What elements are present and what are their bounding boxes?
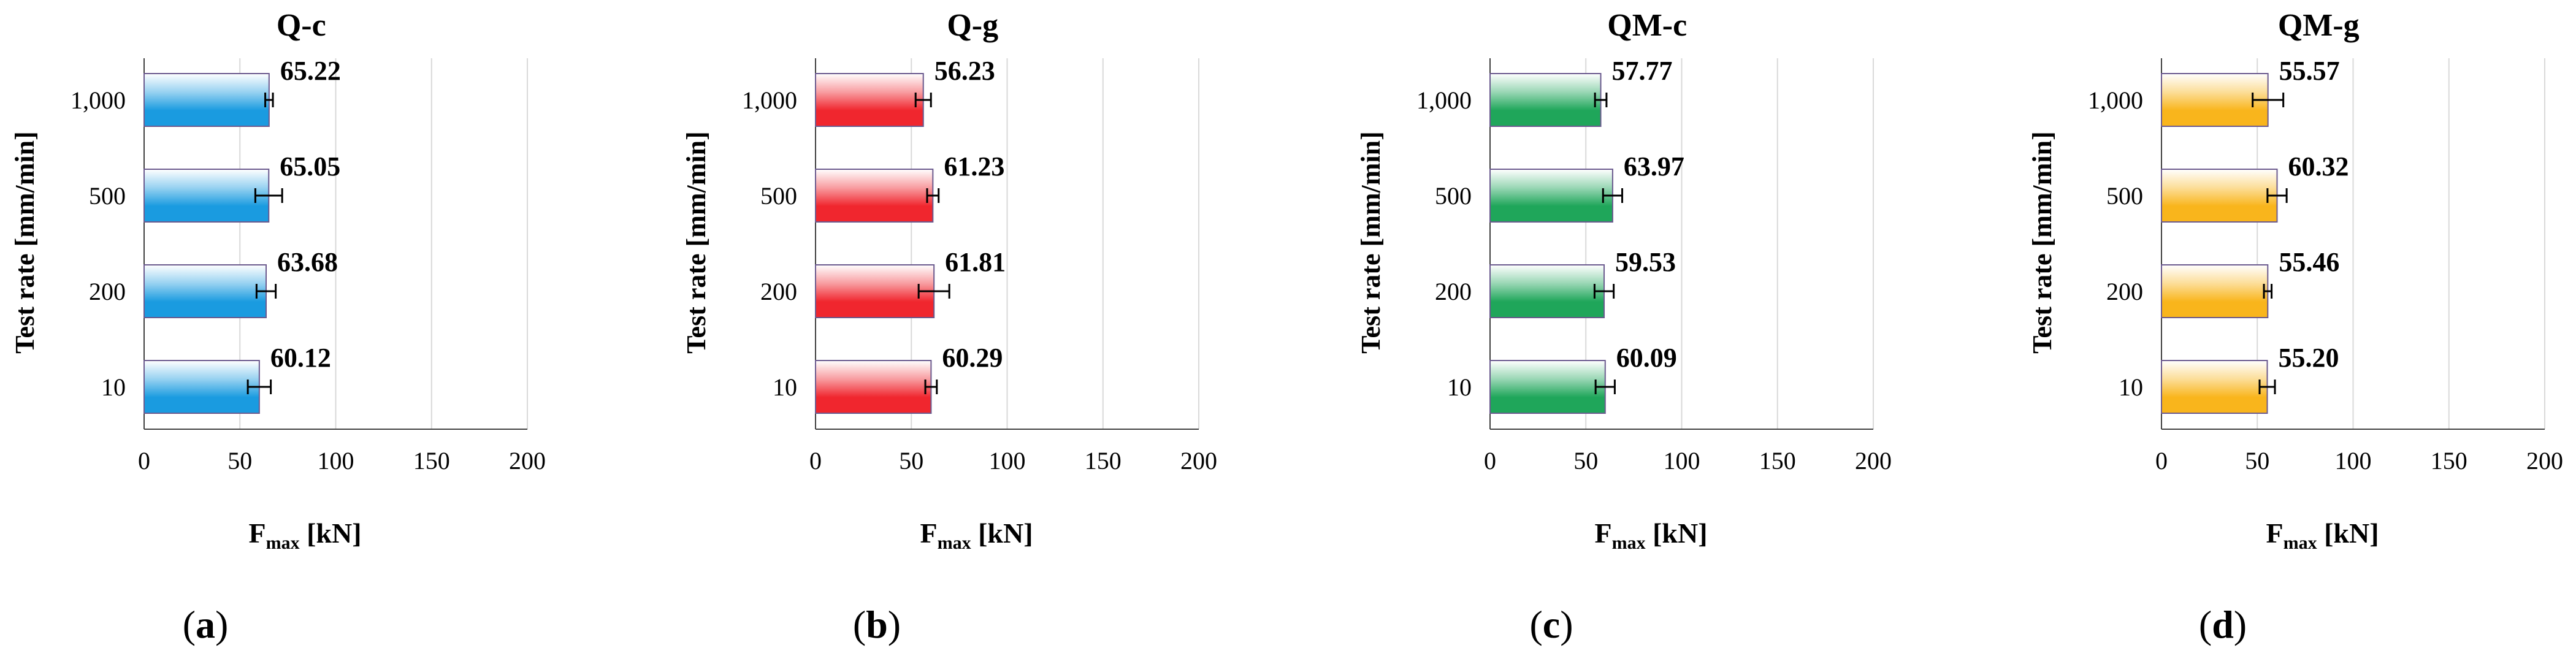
y-tick-label: 1,000 xyxy=(1416,86,1472,114)
x-tick-label: 50 xyxy=(2245,447,2269,475)
panel-caption: (a) xyxy=(183,603,229,646)
x-tick-label: 0 xyxy=(138,447,150,475)
y-tick-label: 10 xyxy=(101,373,126,401)
chart-panel-b: 0 50 100 150 200 1,000 56.23 500 61.23 200 61.81 10… xyxy=(681,8,1217,646)
x-tick-label: 0 xyxy=(1484,447,1496,475)
data-label: 55.20 xyxy=(2279,343,2339,373)
bar xyxy=(1489,360,1606,414)
chart-title: Q-c xyxy=(277,8,326,43)
bar xyxy=(2161,360,2268,414)
bar xyxy=(815,264,935,318)
x-tick-label: 50 xyxy=(1573,447,1598,475)
bar xyxy=(2161,169,2278,223)
data-label: 60.29 xyxy=(942,343,1003,373)
data-label: 60.09 xyxy=(1616,343,1677,373)
panel-caption: (d) xyxy=(2199,603,2247,646)
y-tick-label: 500 xyxy=(760,182,797,210)
data-label: 63.97 xyxy=(1624,151,1684,181)
bar xyxy=(143,73,270,127)
x-tick-label: 200 xyxy=(1180,447,1217,475)
y-tick-label: 10 xyxy=(773,373,797,401)
x-tick-label: 150 xyxy=(413,447,450,475)
x-tick-label: 200 xyxy=(1855,447,1892,475)
data-label: 63.68 xyxy=(277,247,338,277)
x-tick-label: 100 xyxy=(318,447,354,475)
x-tick-label: 200 xyxy=(2526,447,2563,475)
chart-panel-d: 0 50 100 150 200 1,000 55.57 500 60.32 200 55.46 10… xyxy=(2027,8,2563,646)
y-tick-label: 200 xyxy=(89,278,126,305)
y-tick-label: 10 xyxy=(2119,373,2143,401)
x-axis-label: Fmax [kN] xyxy=(1594,517,1707,553)
x-tick-label: 200 xyxy=(509,447,546,475)
data-label: 60.32 xyxy=(2288,151,2349,181)
bar xyxy=(2161,264,2269,318)
y-tick-label: 200 xyxy=(1435,278,1472,305)
x-tick-label: 150 xyxy=(1085,447,1122,475)
y-axis-label: Test rate [mm/min] xyxy=(1356,131,1386,354)
bar xyxy=(143,169,270,223)
x-tick-label: 0 xyxy=(809,447,822,475)
data-label: 55.57 xyxy=(2279,56,2340,86)
y-tick-label: 200 xyxy=(2106,278,2143,305)
data-label: 55.46 xyxy=(2279,247,2339,277)
bar xyxy=(143,264,267,318)
bar xyxy=(815,169,934,223)
y-tick-label: 1,000 xyxy=(742,86,797,114)
y-axis-label: Test rate [mm/min] xyxy=(681,131,711,354)
y-axis-label: Test rate [mm/min] xyxy=(10,131,40,354)
data-label: 65.22 xyxy=(280,56,341,86)
x-tick-label: 150 xyxy=(2431,447,2467,475)
bar xyxy=(815,73,924,127)
x-tick-label: 50 xyxy=(899,447,923,475)
data-label: 61.23 xyxy=(944,151,1004,181)
x-axis-label: Fmax [kN] xyxy=(2266,517,2379,553)
bar xyxy=(1489,73,1602,127)
x-axis-label: Fmax [kN] xyxy=(248,517,361,553)
chart-panel-c: 0 50 100 150 200 1,000 57.77 500 63.97 200 59.53 10… xyxy=(1356,8,1892,646)
data-label: 56.23 xyxy=(934,56,995,86)
y-tick-label: 200 xyxy=(760,278,797,305)
y-tick-label: 500 xyxy=(1435,182,1472,210)
bar xyxy=(143,360,260,414)
y-axis-label: Test rate [mm/min] xyxy=(2027,131,2057,354)
data-label: 57.77 xyxy=(1612,56,1673,86)
panel-caption: (c) xyxy=(1529,603,1573,646)
x-tick-label: 100 xyxy=(1664,447,1700,475)
bar xyxy=(1489,264,1605,318)
x-tick-label: 100 xyxy=(989,447,1026,475)
data-label: 59.53 xyxy=(1615,247,1676,277)
data-label: 65.05 xyxy=(280,151,340,181)
y-tick-label: 1,000 xyxy=(2088,86,2143,114)
x-tick-label: 50 xyxy=(227,447,252,475)
x-tick-label: 0 xyxy=(2155,447,2168,475)
chart-title: QM-g xyxy=(2278,8,2360,43)
y-tick-label: 500 xyxy=(89,182,126,210)
bar xyxy=(815,360,932,414)
x-axis-label: Fmax [kN] xyxy=(920,517,1033,553)
chart-title: QM-c xyxy=(1607,8,1687,43)
data-label: 60.12 xyxy=(270,343,331,373)
x-tick-label: 100 xyxy=(2335,447,2372,475)
bar xyxy=(1489,169,1613,223)
bar xyxy=(2161,73,2269,127)
y-tick-label: 10 xyxy=(1447,373,1472,401)
chart-panel-a: 0 50 100 150 200 1,000 65.22 500 65.05 200 63.68 10… xyxy=(10,8,546,646)
y-tick-label: 1,000 xyxy=(71,86,126,114)
x-tick-label: 150 xyxy=(1759,447,1796,475)
chart-title: Q-g xyxy=(947,8,998,43)
data-label: 61.81 xyxy=(945,247,1006,277)
panel-caption: (b) xyxy=(853,603,901,646)
y-tick-label: 500 xyxy=(2106,182,2143,210)
